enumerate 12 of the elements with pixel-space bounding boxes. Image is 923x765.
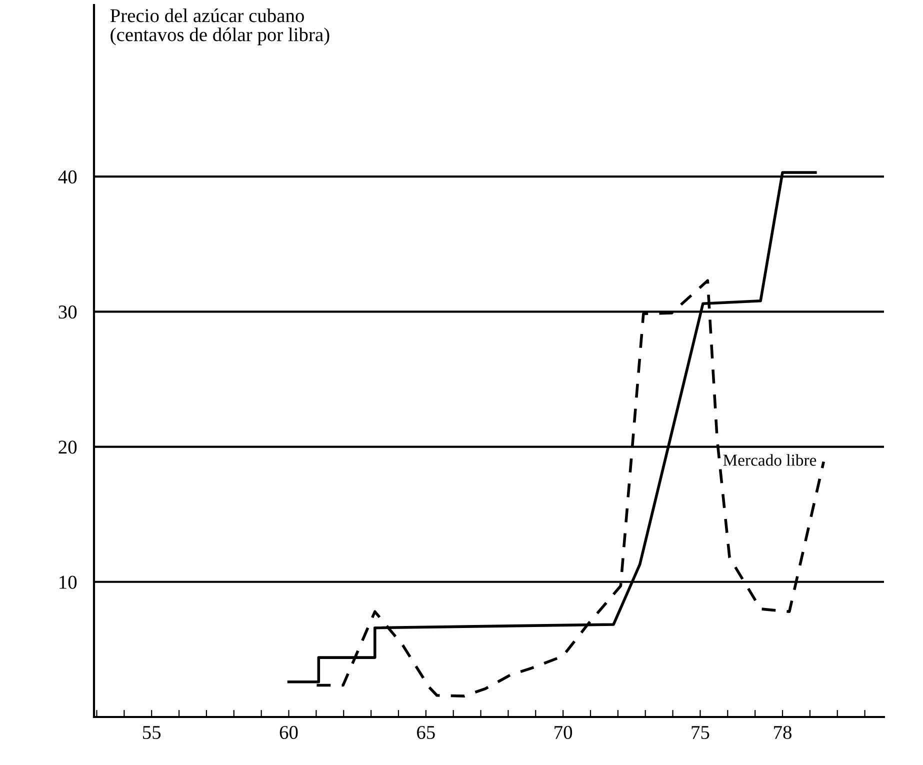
x-tick-label: 65 xyxy=(417,726,435,740)
series-label: Mercado libre xyxy=(723,454,816,466)
x-tick-label: 75 xyxy=(692,726,710,740)
y-tick-label: 40 xyxy=(58,170,77,184)
y-tick-label: 20 xyxy=(58,440,77,454)
y-tick-label: 10 xyxy=(60,576,77,589)
x-tick-label: 55 xyxy=(143,726,161,740)
x-tick-label: 78 xyxy=(774,726,792,740)
x-tick-label: 70 xyxy=(554,726,572,740)
x-tick-label: 60 xyxy=(280,726,298,740)
y-axis-title: Precio del azúcar cubano (centavos de dólar por libra) xyxy=(110,8,330,46)
y-tick-label: 30 xyxy=(58,306,77,319)
